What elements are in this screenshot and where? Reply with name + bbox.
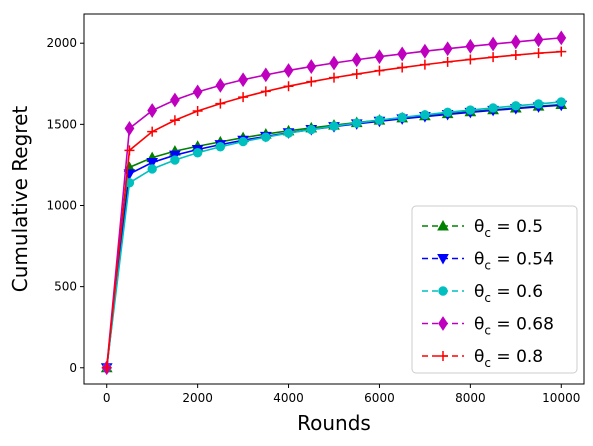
series-marker [465,38,476,54]
series-marker [397,112,407,123]
y-axis-ticks: 0 500 1000 1500 2000 [46,36,84,375]
series-marker [374,65,385,76]
series-marker [306,124,316,135]
series-marker [465,54,476,65]
series-marker [510,34,521,50]
series-marker [533,32,544,48]
legend-marker [437,254,449,265]
series-3 [102,97,566,373]
series-layer [100,30,568,376]
series-marker [170,92,180,108]
series-marker [556,97,566,107]
legend-label: θc = 0.54 [474,250,554,273]
series-marker [169,115,180,126]
x-tick-label: 2000 [182,391,213,405]
series-marker [533,48,544,59]
y-tick-label: 0 [69,361,77,375]
series-4 [101,30,567,376]
y-tick-label: 500 [54,280,77,294]
series-marker [283,128,294,138]
series-marker [124,178,135,188]
legend-label: θc = 0.5 [474,217,543,240]
series-marker [533,99,544,109]
y-axis-label: Cumulative Regret [8,106,32,293]
series-marker [101,362,112,373]
y-tick-label: 1000 [46,198,77,212]
x-tick-label: 6000 [364,391,395,405]
series-marker [556,30,567,46]
series-5 [101,46,567,373]
plot-frame [83,13,585,385]
legend-marker [437,219,449,231]
series-marker [510,50,521,61]
series-marker [192,148,203,158]
legend-marker [438,286,448,296]
series-marker [238,72,248,88]
series-marker [351,69,362,80]
legend-label: θc = 0.6 [474,282,543,305]
series-marker [488,36,498,52]
series-marker [192,84,203,100]
series-marker [306,59,317,74]
y-tick-label: 2000 [46,36,77,50]
series-marker [329,72,339,83]
x-tick-label: 0 [103,391,111,405]
series-marker [147,126,158,137]
series-marker [420,110,430,120]
series-marker [124,145,135,156]
series-marker [261,132,271,142]
series-marker [238,136,248,147]
series-marker [260,67,271,83]
series-marker [374,49,385,65]
legend-marker [438,351,448,361]
series-marker [170,155,180,165]
series-marker [511,101,521,111]
series-marker [488,103,498,113]
series-marker [283,81,294,92]
series-marker [124,121,135,136]
x-axis-label: Rounds [297,411,371,435]
series-marker [351,52,362,68]
legend-box [411,205,578,374]
x-tick-label: 4000 [273,391,304,405]
legend: θc = 0.5 θc = 0.54 θc = 0.6 θc = 0.68 θc = 0… [411,205,578,374]
x-axis-ticks: 0 2000 4000 6000 8000 10000 [103,384,580,405]
series-marker [215,98,226,109]
series-marker [146,157,159,169]
series-marker [238,92,249,103]
x-tick-label: 8000 [455,391,486,405]
series-marker [397,62,408,73]
series-marker [465,105,476,115]
series-marker [420,43,430,59]
plot-area [83,13,585,385]
series-marker [147,164,157,174]
series-marker [260,86,271,97]
series-marker [419,59,430,70]
series-marker [352,118,362,128]
series-marker [397,46,408,62]
series-marker [192,106,203,117]
legend-label: θc = 0.8 [474,347,543,370]
series-marker [374,115,385,125]
series-marker [215,77,226,93]
x-tick-label: 10000 [542,391,580,405]
series-marker [215,142,226,152]
series-marker [442,107,453,118]
series-marker [329,121,339,131]
series-marker [488,52,499,63]
series-marker [283,63,294,78]
y-tick-label: 1500 [46,117,77,131]
series-marker [147,103,158,118]
series-marker [329,55,339,71]
legend-marker [438,316,448,331]
series-marker [556,46,567,57]
series-marker [442,41,453,57]
series-marker [306,76,317,87]
series-marker [442,56,453,67]
legend-label: θc = 0.68 [474,315,554,338]
